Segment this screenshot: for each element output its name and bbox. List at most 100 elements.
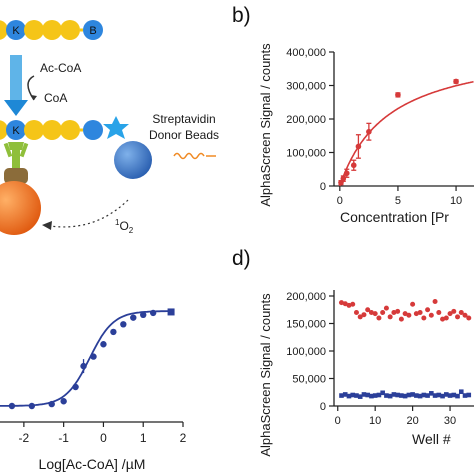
chart-c-x-tick-label: 2 — [180, 431, 187, 445]
chart-b-y-tick-label: 100,000 — [286, 148, 326, 160]
chart-d-series-0-point — [421, 315, 427, 321]
chart-d-series-1-point — [361, 392, 367, 397]
chart-d-series-1-point — [342, 392, 348, 397]
chart-d-series-0-point — [417, 310, 423, 315]
chart-c-dose-response: -2 -1 0 1 2 Log[Ac-CoA] /µM — [0, 308, 187, 472]
chart-c-data-point — [130, 314, 137, 321]
chart-d-series-0-point — [432, 299, 438, 304]
chart-c-data-point — [100, 341, 107, 348]
chart-d-series-1-point — [410, 392, 415, 397]
chart-d-series-1-point — [417, 393, 423, 399]
chart-c-fit-curve — [0, 310, 174, 407]
chart-d-y-tick-label: 0 — [320, 401, 326, 413]
chart-d-series-1-point — [376, 392, 382, 398]
acetyl-lysine-bead — [6, 120, 26, 140]
chart-d-series-1-point — [369, 393, 374, 399]
singlet-oxygen-arrow — [49, 199, 129, 228]
chart-d-series-1-point — [384, 393, 389, 398]
chart-d-series-0-point — [425, 307, 431, 313]
chart-b-data-point — [343, 170, 350, 177]
chart-b-data-point — [350, 162, 357, 169]
chart-d-series-1-point — [387, 393, 393, 399]
chart-d-series-1-point — [380, 390, 385, 396]
chart-d-series-1-point — [447, 393, 453, 398]
chart-d-series-0-point — [357, 314, 363, 320]
chart-d-y-tick-label: 200,000 — [286, 291, 326, 303]
chart-d-series-1-point — [339, 393, 344, 398]
reagent-label: Ac-CoA — [40, 61, 81, 75]
chart-d-series-1-point — [406, 392, 412, 398]
chart-d-series-1-point — [402, 393, 408, 399]
chart-d-series-0-point — [398, 316, 404, 322]
acetyl-mark — [4, 168, 28, 184]
chart-c-data-point — [149, 309, 157, 317]
chart-b-y-tick-label: 0 — [320, 181, 326, 193]
chart-c-data-point — [167, 308, 175, 316]
chart-c-x-tick-label: -2 — [19, 431, 30, 445]
chart-d-y-tick-label: 100,000 — [286, 346, 326, 358]
donor-beads-label-1: Streptavidin — [152, 112, 215, 126]
chart-b-x-label: Concentration [Pr — [340, 209, 449, 225]
chart-d-x-tick-label: 30 — [444, 415, 456, 427]
chart-b-y-tick-label: 300,000 — [286, 81, 326, 93]
chart-d-series-1-point — [391, 392, 397, 397]
chart-d-series-1-point — [425, 393, 430, 398]
chart-d-series-1-point — [462, 393, 468, 398]
assay-schematic: K B Ac-CoA CoA K Streptavidin Donor Bead… — [0, 20, 219, 235]
chart-b-data-point — [395, 92, 401, 98]
chart-d-y-tick-label: 50,000 — [292, 374, 326, 386]
peptide-chain-bottom: K — [0, 120, 103, 140]
chart-c-x-tick-label: 1 — [140, 431, 147, 445]
svg-text:1O2: 1O2 — [115, 218, 134, 235]
chart-d-series-0-point — [458, 310, 464, 315]
chart-d-series-1-point — [357, 394, 363, 399]
chart-c-data-point — [28, 402, 36, 410]
chart-d-series-0-point — [365, 307, 371, 313]
chart-d-series-0-point — [406, 312, 412, 318]
chart-c-data-point — [120, 321, 127, 328]
chart-d-series-1-point — [372, 393, 378, 398]
chart-d-series-0-point — [353, 310, 359, 315]
chart-d-series-1-point — [365, 392, 370, 398]
chart-d-series-0-point — [395, 308, 401, 314]
chart-b-data-point — [366, 128, 372, 135]
chart-d-series-0-point — [451, 308, 457, 314]
biotin-bead-1 — [83, 20, 103, 40]
chart-d-series-1-point — [440, 393, 445, 399]
lysine-label-1: K — [12, 25, 20, 37]
chart-d-series-0-point — [380, 310, 386, 315]
chart-d-series-1-point — [444, 392, 449, 397]
chart-c-x-tick-label: 0 — [100, 431, 107, 445]
chart-d-series-1-point — [451, 392, 457, 398]
chart-b-x-tick-label: 0 — [337, 195, 343, 207]
chart-d-y-tick-label: 150,000 — [286, 319, 326, 331]
lysine-bead-1 — [6, 20, 26, 40]
acceptor-bead — [0, 181, 41, 235]
light-wave-icon — [173, 152, 205, 160]
donor-beads-label-2: Donor Beads — [149, 128, 219, 142]
chart-b-data-point — [355, 143, 362, 150]
chart-d-series-1-point — [346, 393, 352, 399]
chart-c-data-point — [60, 398, 67, 405]
chart-d-series-1-point — [466, 392, 472, 398]
chart-d-series-0-point — [455, 314, 461, 320]
chart-d-series-0-point — [447, 311, 453, 317]
chart-b-x-tick-label: 10 — [450, 195, 462, 207]
chart-d-series-1-point — [432, 393, 438, 398]
biotin-label: B — [89, 25, 96, 37]
chart-d-x-tick-label: 20 — [406, 415, 418, 427]
chart-d-series-0-point — [402, 311, 408, 317]
streptavidin-icon — [103, 116, 129, 139]
chart-d-series-1-point — [399, 393, 404, 398]
chart-d-series-0-point — [376, 315, 382, 321]
chart-d-series-1-point — [429, 391, 434, 396]
chart-d-x-tick-label: 0 — [335, 415, 341, 427]
antibody-icon — [3, 142, 29, 168]
chart-d-series-0-point — [350, 301, 356, 307]
chart-b-data-point — [453, 78, 459, 85]
peptide-chain-top: K B — [0, 20, 103, 40]
product-label: CoA — [44, 91, 67, 105]
chart-d-x-tick-label: 10 — [369, 415, 381, 427]
